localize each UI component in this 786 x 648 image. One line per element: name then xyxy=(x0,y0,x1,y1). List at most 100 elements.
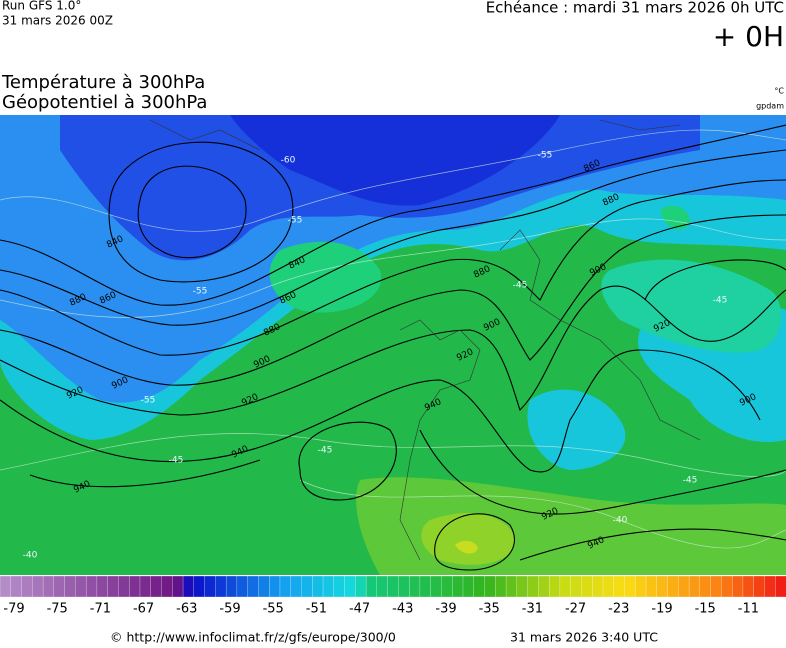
title-temp: Température à 300hPa xyxy=(1,72,205,93)
temperature-label: -55 xyxy=(538,151,553,161)
colorbar-swatch xyxy=(602,575,615,598)
colorbar-swatch xyxy=(473,575,485,598)
colorbar-swatch xyxy=(613,575,625,598)
colorbar-label: -31 xyxy=(522,602,543,617)
footer-url: © http://www.infoclimat.fr/z/gfs/europe/… xyxy=(110,630,396,645)
colorbar-swatch xyxy=(398,575,410,598)
colorbar-swatch xyxy=(182,575,195,598)
unit-geo: gpdam xyxy=(756,102,784,111)
colorbar-label: -59 xyxy=(219,602,240,617)
colorbar-swatch xyxy=(75,575,87,598)
colorbar-swatch xyxy=(107,575,119,598)
colorbar-swatch xyxy=(387,575,399,598)
colorbar-label: -35 xyxy=(479,602,500,617)
colorbar-swatch xyxy=(301,575,313,598)
colorbar-swatch xyxy=(376,575,389,598)
colorbar-swatch xyxy=(527,575,539,598)
colorbar-swatch xyxy=(269,575,281,598)
colorbar-swatch xyxy=(505,575,518,598)
colorbar-label: -47 xyxy=(349,602,370,617)
colorbar-swatch xyxy=(495,575,507,598)
colorbar-swatch xyxy=(775,575,786,598)
colorbar-swatch xyxy=(193,575,206,598)
colorbar-label: -55 xyxy=(263,602,284,617)
colorbar-swatch xyxy=(32,575,44,598)
colorbar-label: -23 xyxy=(608,602,629,617)
colorbar-swatch xyxy=(452,575,464,598)
unit-temp: °C xyxy=(774,87,784,96)
colorbar-swatch xyxy=(710,575,722,598)
colorbar-swatch xyxy=(42,575,55,598)
colorbar-swatch xyxy=(139,575,152,598)
temperature-label: -60 xyxy=(281,156,296,166)
colorbar-swatch xyxy=(441,575,453,598)
colorbar-swatch xyxy=(430,575,442,598)
lead: + 0H xyxy=(713,20,784,53)
colorbar-swatch xyxy=(258,575,270,598)
temperature-label: -55 xyxy=(193,287,208,297)
colorbar-swatch xyxy=(419,575,432,598)
colorbar-swatch xyxy=(64,575,76,598)
colorbar-swatch xyxy=(667,575,679,598)
colorbar-swatch xyxy=(290,575,302,598)
colorbar-swatch xyxy=(721,575,733,598)
map xyxy=(0,115,786,575)
colorbar-swatch xyxy=(635,575,647,598)
colorbar-swatch xyxy=(215,575,227,598)
colorbar-swatch xyxy=(688,575,701,598)
colorbar: -79 -75 -71 -67 -63 -59 -55 -51 -47 -43 -39 -35 -31 -… xyxy=(0,575,786,617)
temperature-label: -45 xyxy=(318,446,333,456)
run: Run GFS 1.0° xyxy=(2,0,81,13)
colorbar-swatch xyxy=(279,575,292,598)
temperature-label: -55 xyxy=(141,396,156,406)
colorbar-swatch xyxy=(53,575,66,598)
title-geo: Géopotentiel à 300hPa xyxy=(2,92,207,113)
colorbar-swatch xyxy=(118,575,130,598)
colorbar-swatch xyxy=(581,575,593,598)
colorbar-swatch xyxy=(699,575,712,598)
colorbar-swatch xyxy=(570,575,582,598)
colorbar-swatch xyxy=(645,575,658,598)
colorbar-label: -75 xyxy=(47,602,68,617)
colorbar-swatch xyxy=(462,575,475,598)
colorbar-label: -79 xyxy=(3,602,24,617)
colorbar-swatch xyxy=(0,575,12,598)
colorbar-swatch xyxy=(409,575,421,598)
colorbar-swatch xyxy=(742,575,755,598)
colorbar-swatch xyxy=(204,575,216,598)
colorbar-swatch xyxy=(732,575,744,598)
colorbar-swatch xyxy=(548,575,561,598)
temperature-label: -45 xyxy=(713,296,728,306)
colorbar-swatch xyxy=(129,575,141,598)
footer-time: 31 mars 2026 3:40 UTC xyxy=(510,630,658,645)
colorbar-swatch xyxy=(96,575,109,598)
echeance: Echéance : mardi 31 mars 2026 0h UTC xyxy=(486,0,784,17)
colorbar-label: -51 xyxy=(306,602,327,617)
colorbar-label: -19 xyxy=(651,602,672,617)
temperature-label: -55 xyxy=(288,216,303,226)
colorbar-swatch xyxy=(355,575,367,598)
temperature-label: -45 xyxy=(169,456,184,466)
colorbar-swatch xyxy=(150,575,162,598)
colorbar-label: -71 xyxy=(90,602,111,617)
colorbar-swatch xyxy=(172,575,184,598)
temperature-label: -45 xyxy=(683,476,698,486)
colorbar-swatch xyxy=(322,575,335,598)
colorbar-label: -15 xyxy=(695,602,716,617)
colorbar-label: -63 xyxy=(176,602,197,617)
colorbar-swatch xyxy=(247,575,259,598)
colorbar-label: -39 xyxy=(435,602,456,617)
colorbar-label: -11 xyxy=(738,602,759,617)
colorbar-swatch xyxy=(312,575,324,598)
colorbar-swatch xyxy=(753,575,765,598)
temperature-label: -40 xyxy=(613,516,628,526)
colorbar-swatch xyxy=(21,575,33,598)
colorbar-swatch xyxy=(10,575,22,598)
colorbar-label: -43 xyxy=(392,602,413,617)
colorbar-swatch xyxy=(764,575,776,598)
run-date: 31 mars 2026 00Z xyxy=(2,14,113,28)
colorbar-label: -67 xyxy=(133,602,154,617)
colorbar-swatch xyxy=(559,575,572,598)
colorbar-swatch xyxy=(161,575,173,598)
